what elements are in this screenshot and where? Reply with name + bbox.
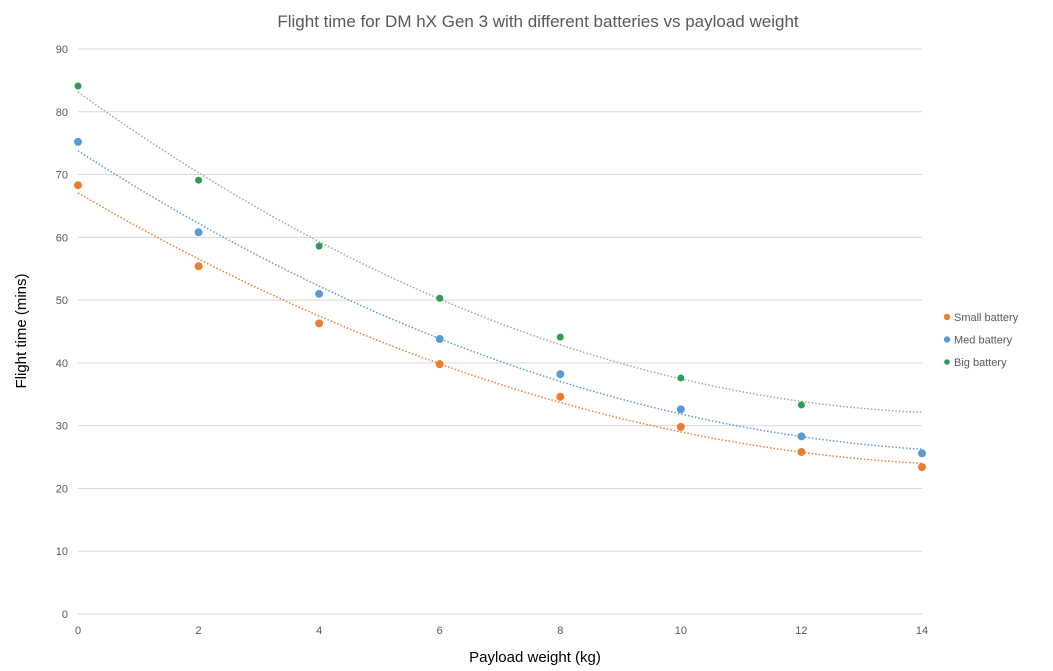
y-tick-label: 20 <box>56 483 68 495</box>
data-point-big-battery <box>315 242 323 250</box>
y-tick-label: 80 <box>56 107 68 119</box>
y-axis-ticks: 0 10 20 30 40 50 60 70 80 90 <box>56 44 68 621</box>
data-point-med-battery <box>918 449 926 458</box>
legend: Small battery Med battery Big battery <box>943 312 1019 369</box>
legend-entry: Big battery <box>954 357 1007 369</box>
data-point-small-battery <box>556 392 565 401</box>
data-point-med-battery <box>676 405 685 414</box>
data-point-med-battery <box>194 228 203 237</box>
legend-marker <box>943 313 951 321</box>
data-points <box>74 82 926 472</box>
x-axis-label: Payload weight (kg) <box>469 649 601 666</box>
x-tick-label: 0 <box>75 625 81 637</box>
data-point-small-battery <box>676 422 685 431</box>
data-point-big-battery <box>74 82 82 90</box>
y-tick-label: 0 <box>62 609 68 621</box>
y-tick-label: 50 <box>56 295 68 307</box>
trendline-big-battery <box>77 91 923 414</box>
data-point-big-battery <box>556 333 564 341</box>
y-tick-label: 10 <box>56 546 68 558</box>
y-tick-label: 40 <box>56 358 68 370</box>
y-tick-label: 70 <box>56 170 68 182</box>
data-point-small-battery <box>74 181 82 190</box>
data-point-med-battery <box>435 335 444 344</box>
y-tick-label: 90 <box>56 44 68 56</box>
data-point-med-battery <box>797 432 806 441</box>
trendlines <box>77 91 923 465</box>
x-tick-label: 12 <box>795 625 807 637</box>
data-point-big-battery <box>797 401 805 409</box>
x-tick-label: 8 <box>557 625 563 637</box>
data-point-big-battery <box>677 374 685 382</box>
data-point-big-battery <box>436 294 444 302</box>
data-point-med-battery <box>315 289 324 298</box>
y-axis-label: Flight time (mins) <box>13 273 30 388</box>
data-point-small-battery <box>315 319 324 328</box>
gridlines <box>78 48 922 615</box>
legend-marker <box>944 359 950 365</box>
x-tick-label: 2 <box>196 625 202 637</box>
trendline-small-battery <box>77 192 923 465</box>
data-point-med-battery <box>74 137 82 146</box>
x-axis-ticks: 0 2 4 6 8 10 12 14 <box>75 625 928 637</box>
data-point-small-battery <box>435 360 444 369</box>
x-tick-label: 14 <box>916 625 928 637</box>
chart-title: Flight time for DM hX Gen 3 with differe… <box>277 12 799 31</box>
data-point-small-battery <box>194 262 203 271</box>
x-tick-label: 4 <box>316 625 322 637</box>
x-tick-label: 6 <box>437 625 443 637</box>
y-tick-label: 60 <box>56 232 68 244</box>
data-point-small-battery <box>797 448 806 457</box>
y-tick-label: 30 <box>56 421 68 433</box>
legend-entry: Small battery <box>954 312 1019 324</box>
legend-marker <box>943 336 951 343</box>
data-point-med-battery <box>556 370 565 379</box>
trendline-med-battery <box>77 150 923 450</box>
x-tick-label: 10 <box>675 625 687 637</box>
data-point-small-battery <box>918 463 926 472</box>
data-point-big-battery <box>195 176 203 184</box>
legend-entry: Med battery <box>954 335 1013 347</box>
